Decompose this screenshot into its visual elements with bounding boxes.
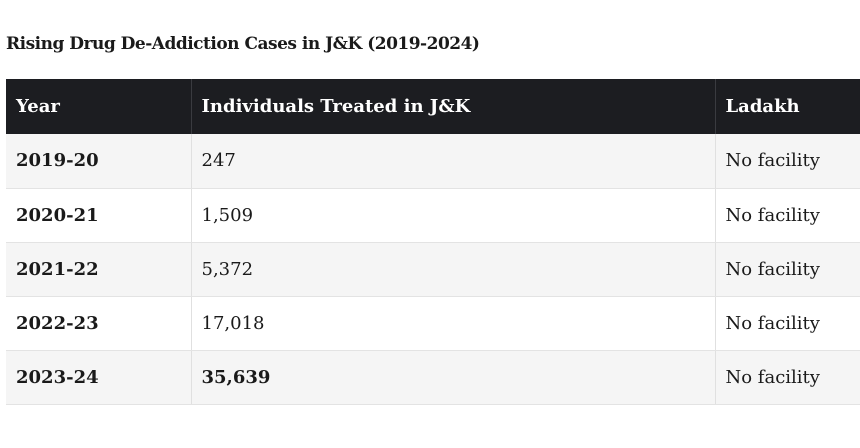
cell-ladakh: No facility bbox=[715, 350, 860, 405]
header-year: Year bbox=[6, 79, 192, 134]
cell-ladakh: No facility bbox=[715, 134, 860, 189]
cases-table: Year Individuals Treated in J&K Ladakh 2… bbox=[6, 79, 860, 405]
cell-year: 2023-24 bbox=[6, 350, 192, 405]
cell-year: 2022-23 bbox=[6, 296, 192, 351]
cell-treated: 35,639 bbox=[191, 350, 716, 405]
cell-treated: 1,509 bbox=[191, 188, 716, 243]
table-header: Year Individuals Treated in J&K Ladakh bbox=[6, 79, 860, 134]
table-row: 2022-23 17,018 No facility bbox=[6, 296, 860, 351]
table-body: 2019-20 247 No facility 2020-21 1,509 No… bbox=[6, 134, 860, 405]
cell-treated: 5,372 bbox=[191, 242, 716, 297]
header-row: Year Individuals Treated in J&K Ladakh bbox=[6, 79, 860, 134]
table-row: 2019-20 247 No facility bbox=[6, 134, 860, 189]
cell-ladakh: No facility bbox=[715, 296, 860, 351]
table-row: 2023-24 35,639 No facility bbox=[6, 350, 860, 405]
table-row: 2020-21 1,509 No facility bbox=[6, 188, 860, 243]
header-individuals-treated: Individuals Treated in J&K bbox=[191, 79, 716, 134]
cell-ladakh: No facility bbox=[715, 188, 860, 243]
cell-year: 2020-21 bbox=[6, 188, 192, 243]
cell-treated: 247 bbox=[191, 134, 716, 189]
cell-year: 2019-20 bbox=[6, 134, 192, 189]
table-row: 2021-22 5,372 No facility bbox=[6, 242, 860, 297]
cell-treated: 17,018 bbox=[191, 296, 716, 351]
cell-ladakh: No facility bbox=[715, 242, 860, 297]
table-title: Rising Drug De-Addiction Cases in J&K (2… bbox=[6, 34, 480, 54]
header-ladakh: Ladakh bbox=[715, 79, 860, 134]
cell-year: 2021-22 bbox=[6, 242, 192, 297]
